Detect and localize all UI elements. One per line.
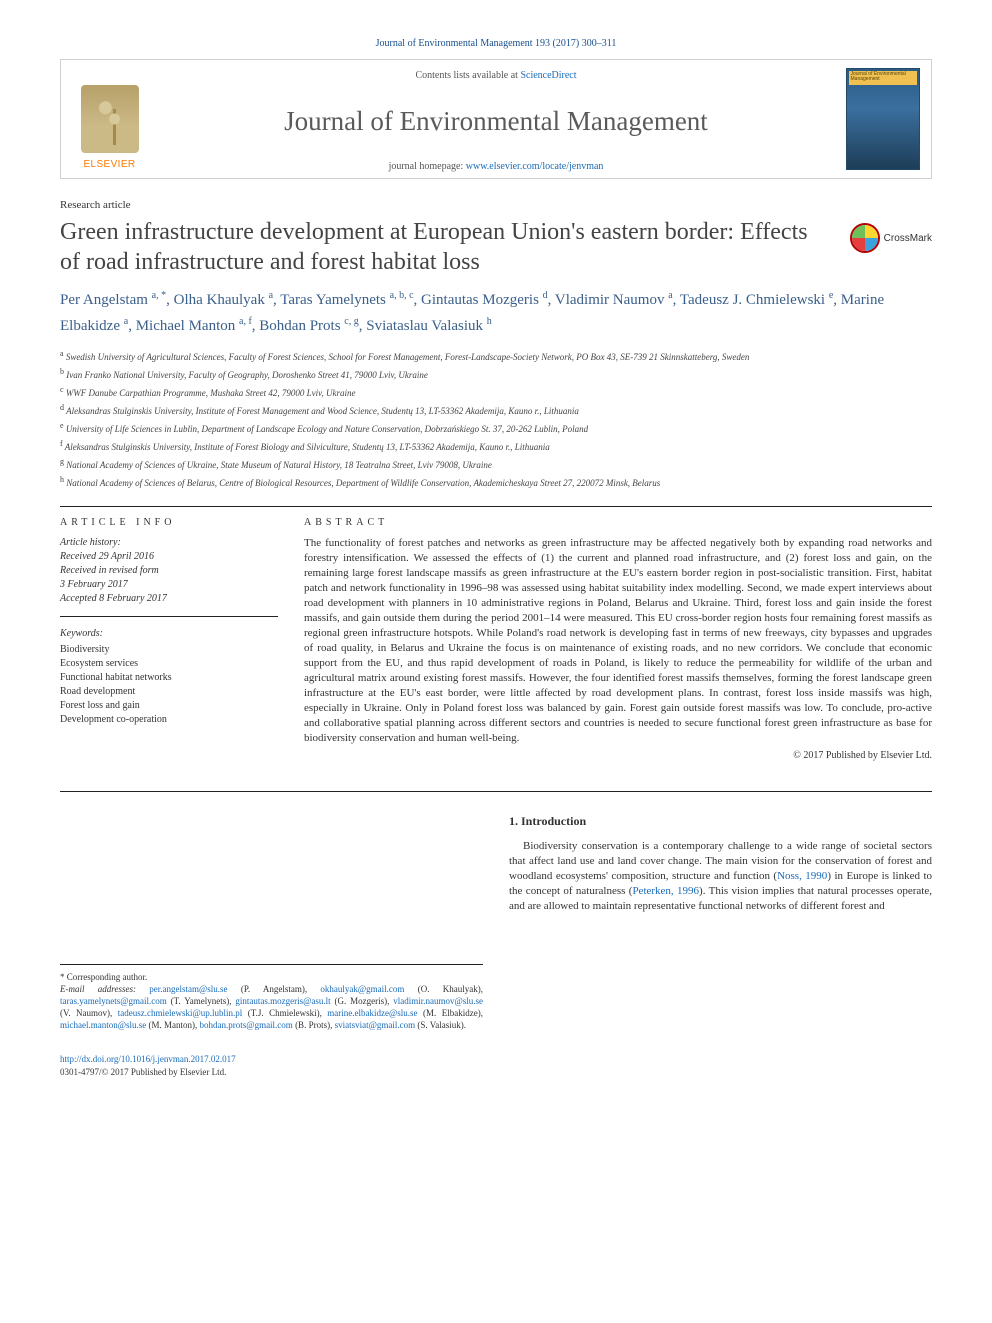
email-link[interactable]: okhaulyak@gmail.com (320, 984, 404, 994)
history-accepted: Accepted 8 February 2017 (60, 592, 278, 606)
affiliation-line: e University of Life Sciences in Lublin,… (60, 419, 932, 436)
journal-banner: ELSEVIER Contents lists available at Sci… (60, 59, 932, 179)
citation-link-peterken[interactable]: Peterken, 1996 (632, 885, 699, 897)
banner-right: Journal of Environmental Management (834, 60, 931, 178)
history-revised: Received in revised form 3 February 2017 (60, 564, 278, 592)
section-head-intro: 1. Introduction (509, 814, 932, 829)
contents-line: Contents lists available at ScienceDirec… (166, 70, 826, 81)
keyword-item: Road development (60, 685, 278, 699)
keyword-item: Functional habitat networks (60, 671, 278, 685)
doi-link[interactable]: http://dx.doi.org/10.1016/j.jenvman.2017… (60, 1054, 236, 1064)
publisher-name: ELSEVIER (83, 159, 135, 170)
rule-full (60, 791, 932, 792)
info-abstract-row: ARTICLE INFO Article history: Received 2… (60, 517, 932, 761)
abstract-column: ABSTRACT The functionality of forest pat… (304, 517, 932, 761)
homepage-link[interactable]: www.elsevier.com/locate/jenvman (466, 161, 604, 172)
email-link[interactable]: per.angelstam@slu.se (149, 984, 227, 994)
crossmark-icon (850, 223, 880, 253)
crossmark[interactable]: CrossMark (850, 223, 932, 253)
email-link[interactable]: gintautas.mozgeris@asu.lt (235, 996, 330, 1006)
affiliations-list: a Swedish University of Agricultural Sci… (60, 347, 932, 490)
email-link[interactable]: taras.yamelynets@gmail.com (60, 996, 167, 1006)
affiliation-line: h National Academy of Sciences of Belaru… (60, 473, 932, 490)
abstract-head: ABSTRACT (304, 517, 932, 528)
keyword-item: Forest loss and gain (60, 699, 278, 713)
cover-caption: Journal of Environmental Management (851, 72, 915, 82)
abstract-text: The functionality of forest patches and … (304, 536, 932, 746)
homepage-line: journal homepage: www.elsevier.com/locat… (166, 161, 826, 172)
sciencedirect-link[interactable]: ScienceDirect (520, 70, 576, 81)
contents-prefix: Contents lists available at (415, 70, 520, 81)
keyword-item: Ecosystem services (60, 657, 278, 671)
footnotes-block: * Corresponding author.E-mail addresses:… (60, 964, 483, 1031)
publisher-block: ELSEVIER (61, 60, 158, 178)
affiliation-line: g National Academy of Sciences of Ukrain… (60, 455, 932, 472)
email-addresses: E-mail addresses: per.angelstam@slu.se (… (60, 983, 483, 1031)
affiliation-line: d Aleksandras Stulginskis University, In… (60, 401, 932, 418)
article-info-head: ARTICLE INFO (60, 517, 278, 528)
affiliation-line: c WWF Danube Carpathian Programme, Musha… (60, 383, 932, 400)
keyword-item: Biodiversity (60, 643, 278, 657)
article-title: Green infrastructure development at Euro… (60, 217, 830, 277)
affiliation-line: a Swedish University of Agricultural Sci… (60, 347, 932, 364)
issn-line: 0301-4797/© 2017 Published by Elsevier L… (60, 1067, 226, 1077)
affiliation-line: f Aleksandras Stulginskis University, In… (60, 437, 932, 454)
keyword-item: Development co-operation (60, 713, 278, 727)
keywords-block: Keywords: BiodiversityEcosystem services… (60, 627, 278, 727)
email-link[interactable]: vladimir.naumov@slu.se (393, 996, 483, 1006)
email-link[interactable]: tadeusz.chmielewski@up.lublin.pl (118, 1008, 243, 1018)
history-label: Article history: (60, 536, 278, 550)
email-link[interactable]: marine.elbakidze@slu.se (327, 1008, 417, 1018)
journal-title: Journal of Environmental Management (166, 106, 826, 137)
article-history-block: Article history: Received 29 April 2016 … (60, 536, 278, 617)
email-link[interactable]: sviatsviat@gmail.com (335, 1020, 416, 1030)
article-type: Research article (60, 199, 932, 211)
body-right-column: 1. Introduction Biodiversity conservatio… (509, 814, 932, 1031)
banner-center: Contents lists available at ScienceDirec… (158, 60, 834, 178)
abstract-copyright: © 2017 Published by Elsevier Ltd. (304, 750, 932, 761)
spacer (60, 814, 483, 964)
page-footer: http://dx.doi.org/10.1016/j.jenvman.2017… (60, 1053, 932, 1079)
elsevier-tree-icon (81, 85, 139, 153)
crossmark-label: CrossMark (884, 233, 932, 244)
email-link[interactable]: bohdan.prots@gmail.com (200, 1020, 293, 1030)
journal-cover-thumb: Journal of Environmental Management (846, 68, 920, 170)
body-left-column: * Corresponding author.E-mail addresses:… (60, 814, 483, 1031)
homepage-prefix: journal homepage: (389, 161, 466, 172)
corresponding-author-note: * Corresponding author. (60, 971, 483, 983)
intro-paragraph: Biodiversity conservation is a contempor… (509, 839, 932, 914)
authors-list: Per Angelstam a, *, Olha Khaulyak a, Tar… (60, 285, 932, 337)
article-info-column: ARTICLE INFO Article history: Received 2… (60, 517, 278, 761)
email-link[interactable]: michael.manton@slu.se (60, 1020, 146, 1030)
keywords-label: Keywords: (60, 627, 278, 641)
top-citation: Journal of Environmental Management 193 … (60, 38, 932, 49)
body-columns: * Corresponding author.E-mail addresses:… (60, 814, 932, 1031)
rule-separator (60, 506, 932, 507)
affiliation-line: b Ivan Franko National University, Facul… (60, 365, 932, 382)
citation-link-noss[interactable]: Noss, 1990 (777, 870, 827, 882)
history-received: Received 29 April 2016 (60, 550, 278, 564)
page: Journal of Environmental Management 193 … (0, 0, 992, 1119)
